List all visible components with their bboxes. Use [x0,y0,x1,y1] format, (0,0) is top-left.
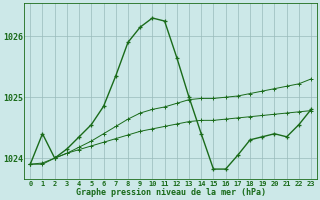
X-axis label: Graphe pression niveau de la mer (hPa): Graphe pression niveau de la mer (hPa) [76,188,266,197]
